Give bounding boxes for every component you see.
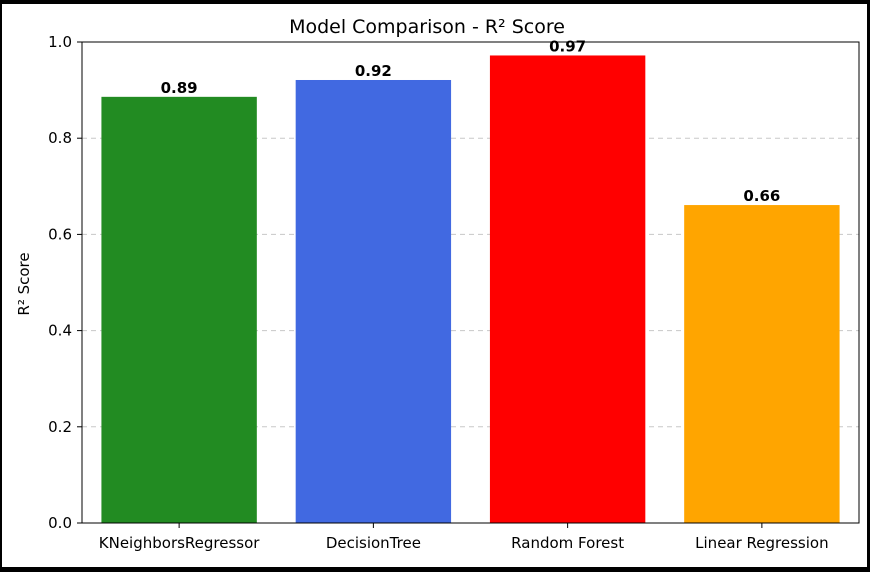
bar-decisiontree: [295, 79, 452, 524]
y-tick-label: 0.8: [48, 129, 72, 147]
chart-title: Model Comparison - R² Score: [289, 16, 565, 38]
bar-value-label: 0.97: [549, 37, 586, 55]
x-tick-label: DecisionTree: [326, 534, 421, 552]
y-axis-label: R² Score: [15, 252, 33, 315]
y-tick-label: 0.0: [48, 514, 72, 532]
x-tick-label: Linear Regression: [695, 534, 828, 552]
bar-random-forest: [489, 55, 646, 524]
bars: [101, 55, 840, 524]
x-axis-ticks: KNeighborsRegressor DecisionTree Random Fo…: [99, 523, 829, 552]
chart-canvas: Model Comparison - R² Score R² Score 0.8…: [2, 4, 867, 567]
x-tick-label: Random Forest: [511, 534, 624, 552]
plot-area-frame: [81, 41, 860, 524]
y-tick-label: 0.4: [48, 322, 72, 340]
x-tick-label: KNeighborsRegressor: [99, 534, 261, 552]
y-tick-label: 0.6: [48, 225, 72, 243]
y-tick-label: 1.0: [48, 33, 72, 51]
bar-value-label: 0.66: [743, 187, 780, 205]
bar-value-label: 0.92: [355, 62, 392, 80]
bar-value-label: 0.89: [161, 79, 198, 97]
bar-kneighborsregressor: [101, 96, 257, 524]
bar-linear-regression: [684, 205, 840, 523]
y-axis-ticks: 0.0 0.2 0.4 0.6 0.8 1.0: [48, 33, 82, 532]
bar-chart: Model Comparison - R² Score R² Score 0.8…: [15, 16, 860, 552]
y-tick-label: 0.2: [48, 418, 72, 436]
